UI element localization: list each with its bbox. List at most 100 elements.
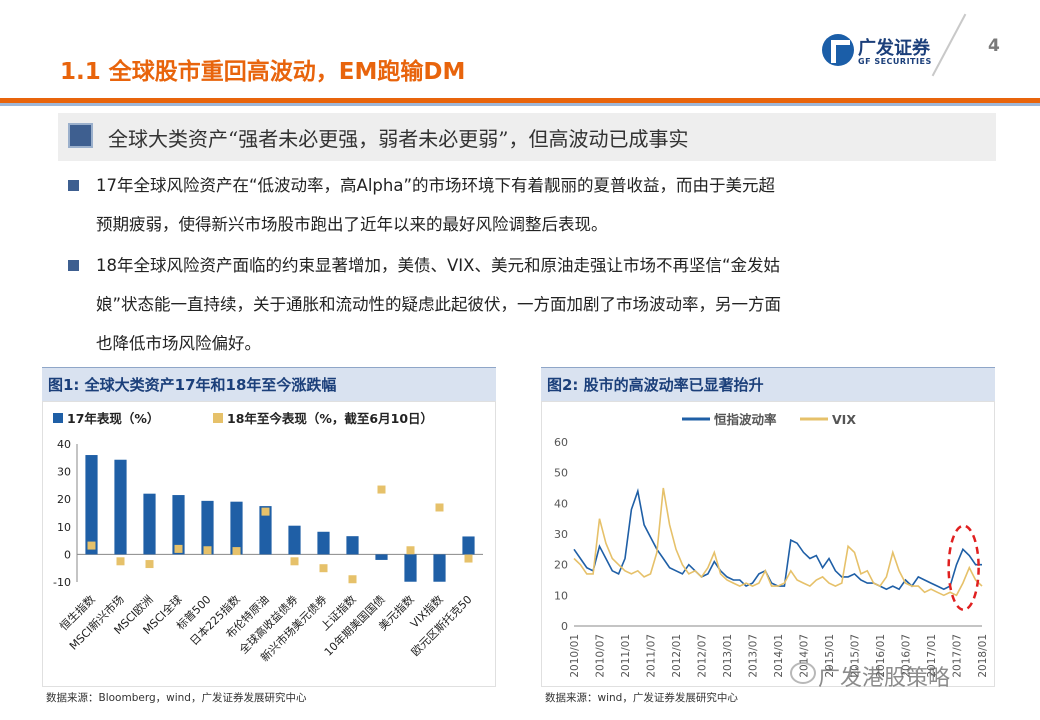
y-tick-label: 30 <box>57 466 71 479</box>
bar-17 <box>346 536 359 555</box>
x-tick-label: 2012/01 <box>671 634 683 678</box>
marker-18 <box>406 546 415 555</box>
x-tick-label: 2016/01 <box>875 634 887 678</box>
legend-label: VIX <box>832 412 856 427</box>
logo-text-cn: 广发证券 <box>858 38 930 59</box>
figure-1-heading: 图1: 全球大类资产17年和18年至今涨跌幅 <box>48 376 337 394</box>
bar-17 <box>143 493 156 555</box>
x-tick-label: 2017/01 <box>926 634 938 678</box>
bar-17 <box>404 554 417 582</box>
header-rule-orange <box>0 98 1040 103</box>
section-subtitle: 全球大类资产“强者未必更强，弱者未必更弱”，但高波动已成事实 <box>108 127 689 151</box>
logo-mark-icon <box>822 34 854 66</box>
series-line-hsi-vol <box>573 487 982 591</box>
figure-2-header: 图2: 股市的高波动率已显著抬升 <box>541 367 995 401</box>
x-tick-label: 2011/01 <box>620 634 632 678</box>
page-number: 4 <box>988 36 1000 56</box>
marker-18 <box>377 485 386 494</box>
x-tick-label: 2011/07 <box>646 634 658 678</box>
figure-2-panel: 图2: 股市的高波动率已显著抬升 恒指波动率 VIX 0 10 20 30 40 50 60 20… <box>541 367 995 687</box>
marker-18 <box>290 557 299 566</box>
x-tick-label: 2013/07 <box>748 634 760 678</box>
logo-text-en: GF SECURITIES <box>858 57 932 66</box>
bullet-square-icon <box>68 260 79 271</box>
wechat-icon <box>790 662 816 684</box>
figure-1-panel: 图1: 全球大类资产17年和18年至今涨跌幅 17年表现（%） 18年至今表现（%… <box>42 367 496 687</box>
x-tick-label: 2014/01 <box>773 634 785 678</box>
legend-swatch <box>53 413 63 423</box>
bullet-2-line-2: 娘”状态能一直持续，关于通胀和流动性的疑虑此起彼伏，一方面加剧了市场波动率，另一… <box>96 295 782 314</box>
y-tick-label: 0 <box>64 548 71 561</box>
figure-2-body: 恒指波动率 VIX 0 10 20 30 40 50 60 2010/01 2010/07 2011/… <box>541 401 995 687</box>
y-tick-label: 30 <box>554 528 568 541</box>
marker-18 <box>435 503 444 512</box>
company-logo: 广发证券 GF SECURITIES <box>822 34 972 74</box>
series-line-vix <box>573 487 983 597</box>
bullet-square-icon <box>68 180 79 191</box>
x-tick-label: 2013/01 <box>722 634 734 678</box>
y-tick-label: 60 <box>554 436 568 449</box>
bar-17 <box>462 536 475 555</box>
x-tick-label: 2017/07 <box>952 634 964 678</box>
bar-17 <box>85 455 98 555</box>
bar-chart: 17年表现（%） 18年至今表现（%，截至6月10日）-10010203040恒生… <box>53 411 483 664</box>
subtitle-banner <box>58 113 996 161</box>
y-tick-label: 20 <box>57 493 71 506</box>
bar-17 <box>172 495 185 555</box>
y-tick-label: 50 <box>554 467 568 480</box>
figure-1-source: 数据来源：Bloomberg，wind，广发证券发展研究中心 <box>46 692 307 704</box>
marker-18 <box>464 554 473 563</box>
bar-17 <box>317 531 330 555</box>
bullet-paragraph-2: 18年全球风险资产面临的约束显著增加，美债、VIX、美元和原油走强让市场不再坚信… <box>96 246 996 363</box>
marker-18 <box>232 547 241 556</box>
bullet-2-line-1: 18年全球风险资产面临的约束显著增加，美债、VIX、美元和原油走强让市场不再坚信… <box>96 256 781 275</box>
legend-label: 18年至今表现（%，截至6月10日） <box>227 411 433 426</box>
legend-label: 恒指波动率 <box>714 412 777 427</box>
bullet-1-line-2: 预期疲弱，使得新兴市场股市跑出了近年以来的最好风险调整后表现。 <box>96 215 608 234</box>
y-tick-label: 10 <box>57 521 71 534</box>
subtitle-square-icon <box>68 123 93 148</box>
x-tick-label: 2010/01 <box>569 634 581 678</box>
figure-2-heading: 图2: 股市的高波动率已显著抬升 <box>547 376 764 394</box>
bullet-2-line-3: 也降低市场风险偏好。 <box>96 334 261 353</box>
watermark-text: 广发港股策略 <box>818 666 951 691</box>
figure-2-source: 数据来源：wind，广发证券发展研究中心 <box>545 692 738 704</box>
x-tick-label: 2015/01 <box>824 634 836 678</box>
highlight-ellipse <box>947 524 980 611</box>
bar-17 <box>201 500 214 555</box>
bar-17 <box>288 525 301 555</box>
marker-18 <box>87 541 96 550</box>
x-tick-label: 2015/07 <box>850 634 862 678</box>
y-tick-label: 20 <box>554 559 568 572</box>
y-tick-label: 40 <box>57 438 71 451</box>
page-title: 1.1 全球股市重回高波动，EM跑输DM <box>60 59 466 85</box>
marker-18 <box>319 564 328 573</box>
marker-18 <box>174 544 183 553</box>
x-tick-label: 2018/01 <box>977 634 989 678</box>
bar-17 <box>114 459 127 555</box>
marker-18 <box>116 557 125 566</box>
y-tick-label: -10 <box>53 576 71 589</box>
marker-18 <box>261 507 270 516</box>
bar-17 <box>230 501 243 555</box>
legend-swatch <box>213 413 223 423</box>
legend-label: 17年表现（%） <box>67 411 159 426</box>
bar-17 <box>375 554 388 560</box>
x-tick-label: 2010/07 <box>595 634 607 678</box>
figure-1-body: 17年表现（%） 18年至今表现（%，截至6月10日） -10 0 10 20 30 40 恒生… <box>42 401 496 687</box>
marker-18 <box>348 575 357 584</box>
figure-1-header: 图1: 全球大类资产17年和18年至今涨跌幅 <box>42 367 496 401</box>
bullet-1-line-1: 17年全球风险资产在“低波动率，高Alpha”的市场环境下有着靓丽的夏普收益，而… <box>96 176 776 195</box>
x-tick-label: 2012/07 <box>697 634 709 678</box>
bullet-paragraph-1: 17年全球风险资产在“低波动率，高Alpha”的市场环境下有着靓丽的夏普收益，而… <box>96 166 996 244</box>
header-rule-blue <box>0 103 1040 106</box>
bar-17 <box>433 554 446 582</box>
y-tick-label: 40 <box>554 497 568 510</box>
y-tick-label: 0 <box>561 620 568 633</box>
y-tick-label: 10 <box>554 589 568 602</box>
marker-18 <box>203 546 212 555</box>
marker-18 <box>145 560 154 569</box>
x-tick-label: 2016/07 <box>901 634 913 678</box>
line-chart: 恒指波动率 VIX 0 10 20 30 40 50 60 2010/01 2010/07 2011/… <box>554 412 989 678</box>
bar-17 <box>259 506 272 555</box>
